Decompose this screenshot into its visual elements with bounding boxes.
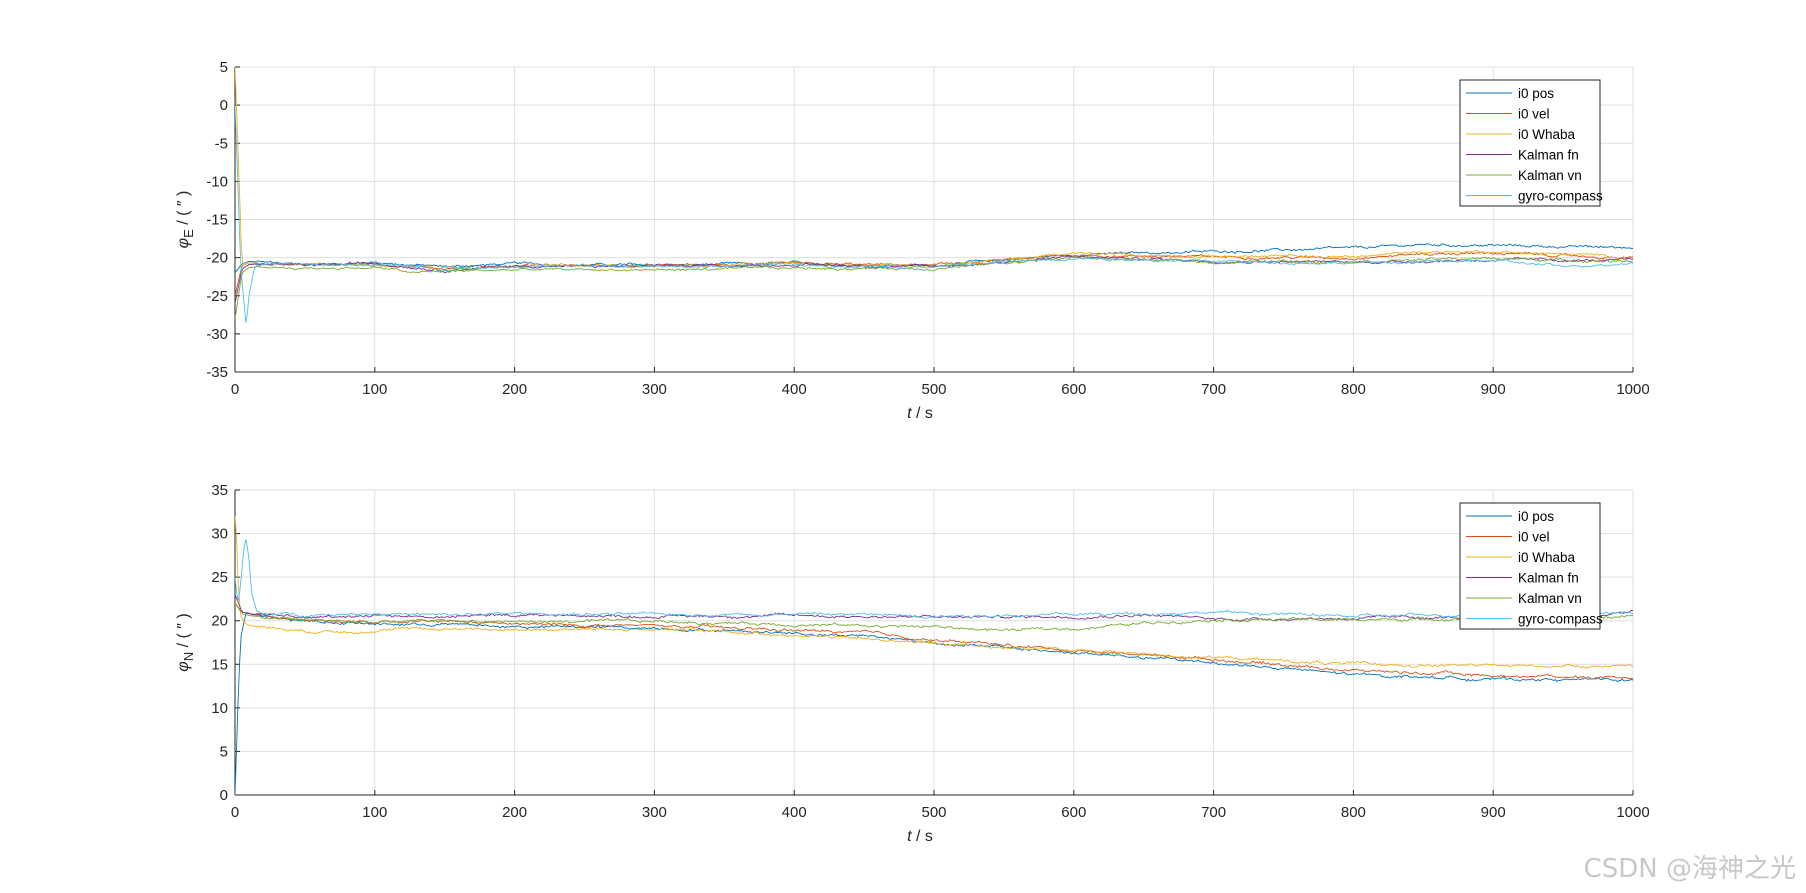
series-line-i0-vel — [235, 603, 1633, 680]
series-line-gyro-compass — [235, 105, 1633, 323]
y-axis-label-sub: E — [181, 229, 196, 238]
legend-box — [1459, 79, 1601, 207]
legend-entry-label: i0 pos — [1518, 86, 1554, 101]
x-axis-label: t / s — [907, 405, 933, 422]
y-tick-label: -35 — [206, 364, 228, 381]
y-axis-label: φN / ( ″ ) — [175, 613, 196, 671]
x-tick-label: 500 — [921, 381, 946, 398]
y-tick-label: 0 — [220, 97, 228, 114]
series-line-i0-whaba — [235, 516, 1633, 669]
y-tick-label: 5 — [220, 59, 228, 76]
y-tick-label: 0 — [220, 787, 228, 804]
y-tick-label: 15 — [211, 656, 228, 673]
x-tick-label: 1000 — [1616, 804, 1649, 821]
series-line-gyro-compass — [235, 539, 1633, 619]
series-line-kalman-vn — [235, 603, 1633, 632]
x-tick-label: 0 — [231, 804, 239, 821]
x-tick-label: 800 — [1341, 804, 1366, 821]
series-line-kalman-fn — [235, 594, 1633, 622]
y-tick-label: -5 — [215, 135, 228, 152]
series-line-kalman-vn — [235, 255, 1633, 319]
y-tick-label: -10 — [206, 173, 228, 190]
x-tick-label: 200 — [502, 804, 527, 821]
y-tick-label: 25 — [211, 569, 228, 586]
y-axis-label-sub: N — [181, 652, 196, 661]
y-axis-label-unit: / ( ″ ) — [175, 191, 192, 230]
y-axis-label-var: φ — [175, 661, 192, 671]
x-axis-label-unit: / s — [912, 828, 933, 845]
x-tick-label: 100 — [362, 804, 387, 821]
legend-entry-label: i0 Whaba — [1518, 127, 1576, 142]
x-tick-label: 300 — [642, 381, 667, 398]
legend: i0 pos i0 vel i0 Whaba Kalman fn Kalman vn gy… — [1459, 502, 1603, 630]
y-tick-label: 35 — [211, 482, 228, 499]
y-tick-label: -20 — [206, 250, 228, 267]
x-axis-label: t / s — [907, 828, 933, 845]
series-line-i0-vel — [235, 251, 1633, 296]
legend-entry-label: Kalman fn — [1518, 571, 1579, 586]
x-tick-label: 500 — [921, 804, 946, 821]
axes-panel-2: 0 100 200 300 400 500 600 700 800 900 1000 0 5 10 15 20… — [175, 482, 1650, 845]
x-axis-label-unit: / s — [912, 405, 933, 422]
watermark-text: CSDN @海神之光 — [1583, 854, 1796, 884]
x-tick-label: 800 — [1341, 381, 1366, 398]
legend-entry-label: Kalman fn — [1518, 148, 1579, 163]
x-tick-label: 700 — [1201, 381, 1226, 398]
y-tick-label: 20 — [211, 613, 228, 630]
legend-entry-label: gyro-compass — [1518, 189, 1603, 204]
x-tick-label: 600 — [1061, 804, 1086, 821]
legend-entry-label: gyro-compass — [1518, 612, 1603, 627]
x-tick-label: 600 — [1061, 381, 1086, 398]
x-tick-label: 100 — [362, 381, 387, 398]
legend-entry-label: Kalman vn — [1518, 591, 1582, 606]
y-tick-label: 30 — [211, 526, 228, 543]
x-axis-label-var: t — [907, 405, 912, 422]
legend-entry-label: Kalman vn — [1518, 168, 1582, 183]
x-tick-label: 900 — [1481, 381, 1506, 398]
legend-entry-label: i0 Whaba — [1518, 550, 1576, 565]
y-tick-label: 10 — [211, 700, 228, 717]
series-line-kalman-fn — [235, 255, 1633, 304]
legend-entry-label: i0 pos — [1518, 509, 1554, 524]
legend-box — [1459, 502, 1601, 630]
legend-entry-label: i0 vel — [1518, 107, 1550, 122]
x-tick-label: 700 — [1201, 804, 1226, 821]
x-tick-label: 200 — [502, 381, 527, 398]
y-axis-label-unit: / ( ″ ) — [175, 613, 192, 652]
y-axis-label-var: φ — [175, 238, 192, 248]
x-tick-label: 400 — [782, 381, 807, 398]
legend: i0 pos i0 vel i0 Whaba Kalman fn Kalman vn gy… — [1459, 79, 1603, 207]
y-tick-label: -25 — [206, 288, 228, 305]
y-tick-label: -30 — [206, 326, 228, 343]
x-tick-label: 1000 — [1616, 381, 1649, 398]
y-axis-label: φE / ( ″ ) — [175, 191, 196, 249]
axes-panel-1: 0 100 200 300 400 500 600 700 800 900 1000 -35 -30 -2… — [175, 59, 1650, 422]
x-tick-label: 300 — [642, 804, 667, 821]
x-tick-label: 0 — [231, 381, 239, 398]
x-tick-label: 400 — [782, 804, 807, 821]
y-tick-label: -15 — [206, 212, 228, 229]
x-axis-label-var: t — [907, 828, 912, 845]
y-tick-label: 5 — [220, 743, 228, 760]
x-tick-label: 900 — [1481, 804, 1506, 821]
legend-entry-label: i0 vel — [1518, 530, 1550, 545]
